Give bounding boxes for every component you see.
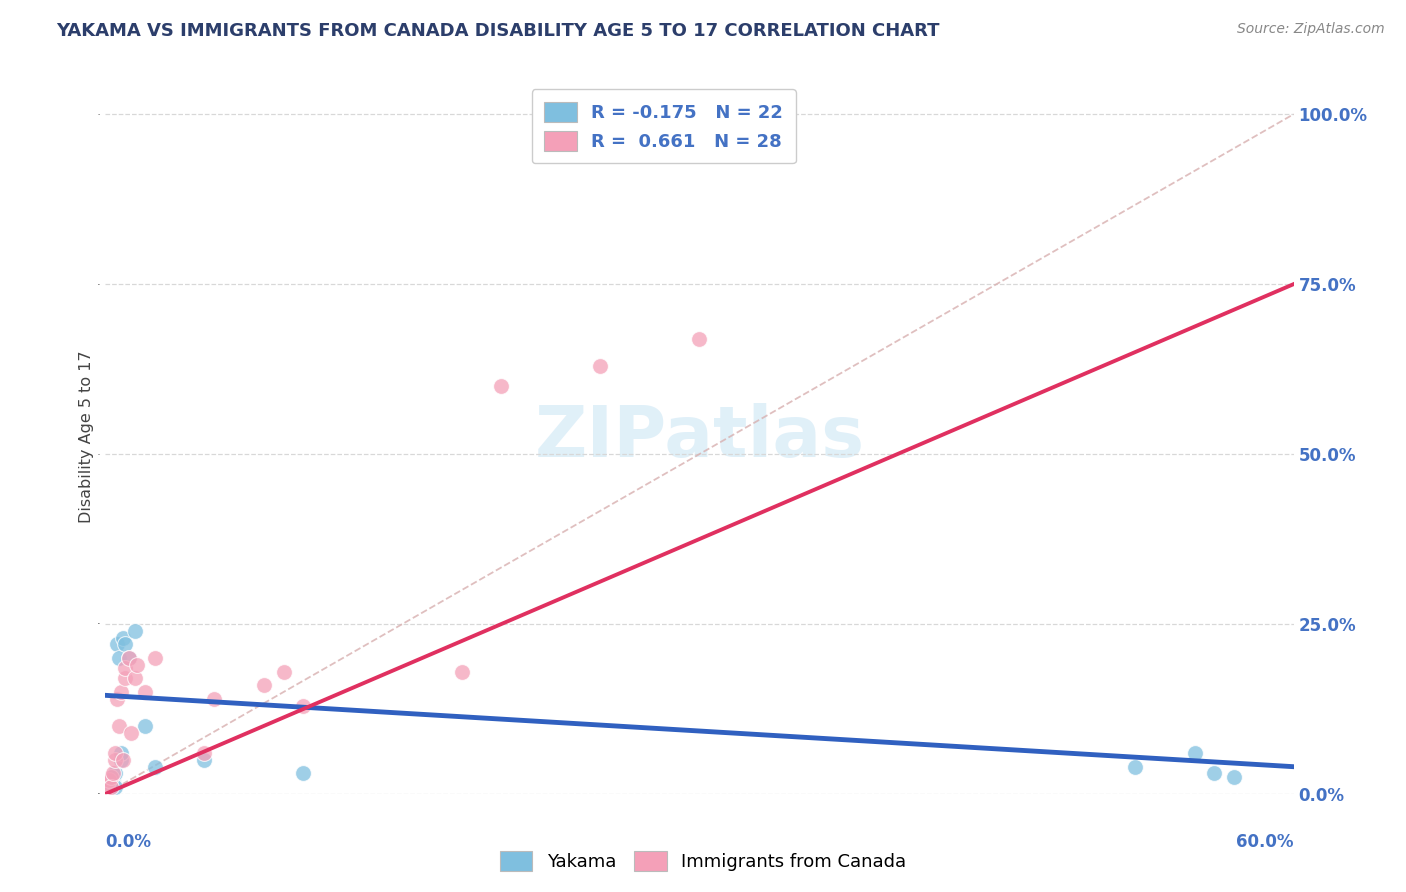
Point — [1184, 746, 1206, 760]
Point — [104, 780, 127, 794]
Point — [589, 359, 612, 373]
Point — [292, 698, 315, 713]
Point — [127, 657, 149, 672]
Point — [124, 624, 146, 638]
Legend: Yakama, Immigrants from Canada: Yakama, Immigrants from Canada — [492, 844, 914, 879]
Point — [253, 678, 276, 692]
Point — [120, 725, 142, 739]
Point — [114, 637, 136, 651]
Point — [193, 746, 215, 760]
Point — [112, 631, 135, 645]
Point — [100, 780, 122, 794]
Legend: R = -0.175   N = 22, R =  0.661   N = 28: R = -0.175 N = 22, R = 0.661 N = 28 — [531, 89, 796, 163]
Text: 0.0%: 0.0% — [105, 833, 152, 851]
Point — [110, 746, 132, 760]
Point — [1123, 760, 1146, 774]
Point — [105, 637, 128, 651]
Point — [134, 685, 156, 699]
Point — [202, 691, 225, 706]
Text: 60.0%: 60.0% — [1236, 833, 1294, 851]
Point — [98, 773, 121, 788]
Point — [105, 691, 128, 706]
Text: YAKAMA VS IMMIGRANTS FROM CANADA DISABILITY AGE 5 TO 17 CORRELATION CHART: YAKAMA VS IMMIGRANTS FROM CANADA DISABIL… — [56, 22, 939, 40]
Point — [100, 770, 122, 784]
Point — [103, 766, 125, 780]
Point — [108, 719, 131, 733]
Point — [104, 766, 127, 780]
Point — [100, 777, 122, 791]
Y-axis label: Disability Age 5 to 17: Disability Age 5 to 17 — [79, 351, 94, 524]
Point — [689, 332, 711, 346]
Text: Source: ZipAtlas.com: Source: ZipAtlas.com — [1237, 22, 1385, 37]
Point — [143, 651, 166, 665]
Point — [134, 719, 156, 733]
Point — [103, 773, 125, 788]
Point — [193, 753, 215, 767]
Point — [110, 753, 132, 767]
Point — [491, 379, 513, 393]
Point — [292, 766, 315, 780]
Point — [108, 651, 131, 665]
Point — [104, 753, 127, 767]
Point — [1223, 770, 1246, 784]
Point — [110, 685, 132, 699]
Point — [96, 780, 118, 794]
Point — [104, 746, 127, 760]
Point — [450, 665, 472, 679]
Point — [273, 665, 295, 679]
Point — [98, 773, 121, 788]
Point — [114, 661, 136, 675]
Point — [118, 651, 141, 665]
Point — [124, 671, 146, 685]
Point — [1204, 766, 1226, 780]
Point — [143, 760, 166, 774]
Point — [112, 753, 135, 767]
Text: ZIPatlas: ZIPatlas — [534, 402, 865, 472]
Point — [114, 671, 136, 685]
Point — [118, 651, 141, 665]
Point — [103, 770, 125, 784]
